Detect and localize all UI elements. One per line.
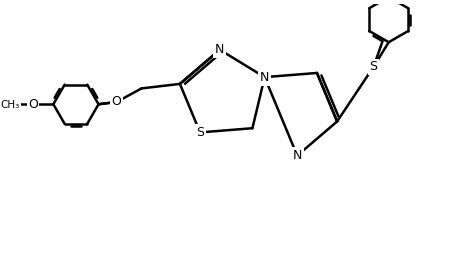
Text: N: N — [215, 43, 224, 56]
Text: S: S — [196, 126, 204, 139]
Text: CH₃: CH₃ — [1, 100, 20, 110]
Text: N: N — [292, 149, 301, 162]
Text: S: S — [369, 60, 377, 73]
Text: O: O — [28, 98, 38, 111]
Text: O: O — [112, 96, 121, 109]
Text: N: N — [259, 71, 269, 84]
